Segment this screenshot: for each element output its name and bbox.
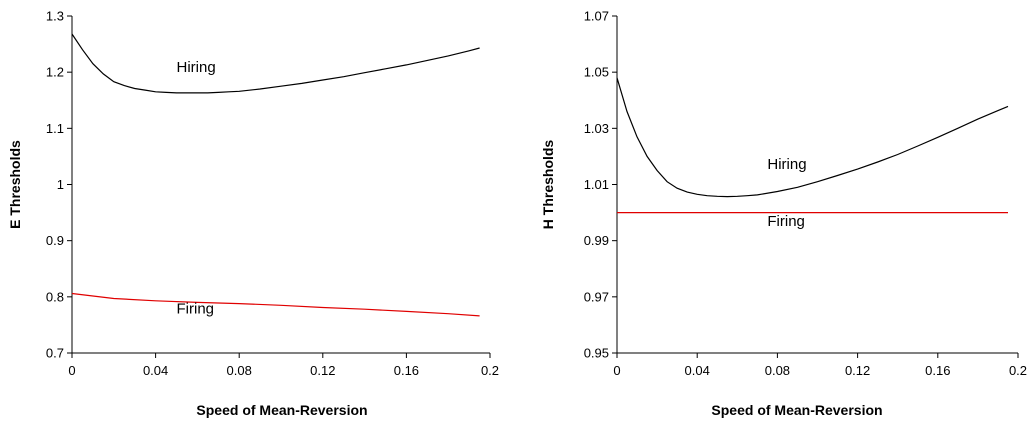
y-tick-label: 1.07 xyxy=(584,9,609,24)
y-tick-label: 1.03 xyxy=(584,121,609,136)
x-tick-label: 0.2 xyxy=(1009,363,1027,378)
x-tick-label: 0.08 xyxy=(765,363,790,378)
y-tick-label: 0.97 xyxy=(584,289,609,304)
y-tick-label: 0.99 xyxy=(584,233,609,248)
y-axis-title: E Thresholds xyxy=(7,140,23,229)
x-tick-label: 0.04 xyxy=(685,363,710,378)
annotation-firing: Firing xyxy=(177,301,215,318)
y-tick-label: 1.05 xyxy=(584,65,609,80)
y-tick-label: 1.1 xyxy=(46,121,64,136)
chart-h-thresholds: 0.95 0.97 0.99 1.01 1.03 1.05 1.07 0 0.04 0.08 0.1… xyxy=(540,9,1027,419)
x-tick-label: 0.12 xyxy=(310,363,335,378)
chart-e-thresholds: 0.7 0.8 0.9 1 1.1 1.2 1.3 0 0.04 0.08 0.12 0.16 0.2 S… xyxy=(7,9,499,419)
x-axis-title: Speed of Mean-Reversion xyxy=(196,402,367,418)
x-tick-label: 0.04 xyxy=(143,363,168,378)
x-axis-title: Speed of Mean-Reversion xyxy=(711,402,882,418)
annotation-hiring: Hiring xyxy=(767,156,806,173)
x-tick-label: 0.16 xyxy=(394,363,419,378)
y-tick-label: 1.01 xyxy=(584,177,609,192)
annotation-hiring: Hiring xyxy=(177,59,216,76)
y-tick-label: 0.9 xyxy=(46,233,64,248)
y-tick-label: 0.7 xyxy=(46,346,64,361)
x-tick-label: 0.12 xyxy=(845,363,870,378)
y-tick-label: 0.95 xyxy=(584,346,609,361)
hiring-threshold-line xyxy=(71,33,480,94)
x-tick-label: 0.08 xyxy=(227,363,252,378)
y-axis-title: H Thresholds xyxy=(540,140,556,230)
annotation-firing: Firing xyxy=(767,213,805,230)
y-tick-label: 0.8 xyxy=(46,289,64,304)
firing-threshold-line xyxy=(71,292,480,317)
x-tick-label: 0 xyxy=(68,363,75,378)
hiring-threshold-line xyxy=(616,77,1009,198)
y-tick-label: 1 xyxy=(57,177,64,192)
x-tick-label: 0.16 xyxy=(925,363,950,378)
x-tick-label: 0 xyxy=(613,363,620,378)
x-tick-label: 0.2 xyxy=(481,363,499,378)
y-tick-label: 1.3 xyxy=(46,9,64,24)
y-tick-label: 1.2 xyxy=(46,65,64,80)
